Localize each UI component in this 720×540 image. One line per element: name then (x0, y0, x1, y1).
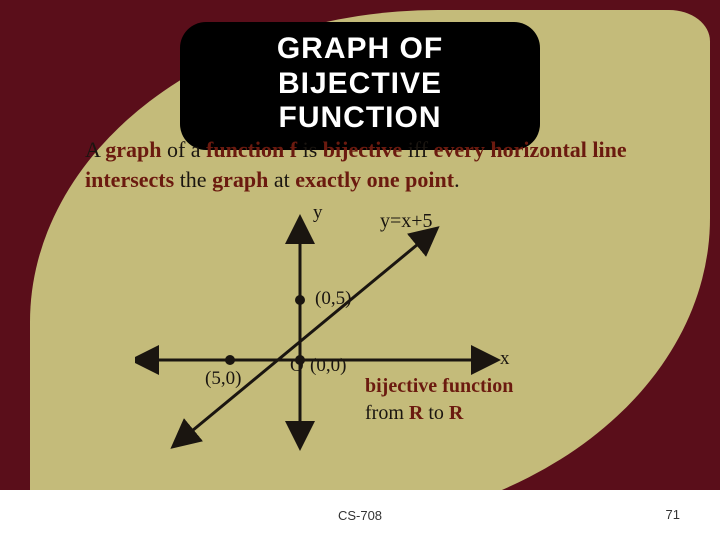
graph-svg (135, 210, 565, 460)
caption-line-1: bijective function (365, 375, 513, 398)
x-intercept-point (225, 355, 235, 365)
graph-figure: y x y=x+5 (0,5) (5,0) O (0,0) bijective … (135, 210, 565, 460)
slide-background: GRAPH OF BIJECTIVE FUNCTION A graph of a… (0, 0, 720, 490)
x-axis-label: x (500, 348, 510, 370)
y-intercept-point (295, 295, 305, 305)
page-number: 71 (666, 507, 680, 522)
y-intercept-label: (0,5) (315, 288, 351, 310)
origin-coord: (0,0) (310, 355, 346, 377)
title-line-1: GRAPH OF BIJECTIVE (230, 32, 490, 101)
caption-line-2: from R to R (365, 402, 463, 425)
equation-label: y=x+5 (380, 210, 433, 233)
y-axis-label: y (313, 202, 323, 224)
definition-text: A graph of a function f is bijective iff… (85, 135, 645, 194)
origin-O: O (290, 355, 304, 377)
slide-title: GRAPH OF BIJECTIVE FUNCTION (180, 22, 540, 150)
title-line-2: FUNCTION (230, 101, 490, 136)
x-intercept-label: (5,0) (205, 368, 241, 390)
footer-course-code: CS-708 (0, 490, 720, 540)
